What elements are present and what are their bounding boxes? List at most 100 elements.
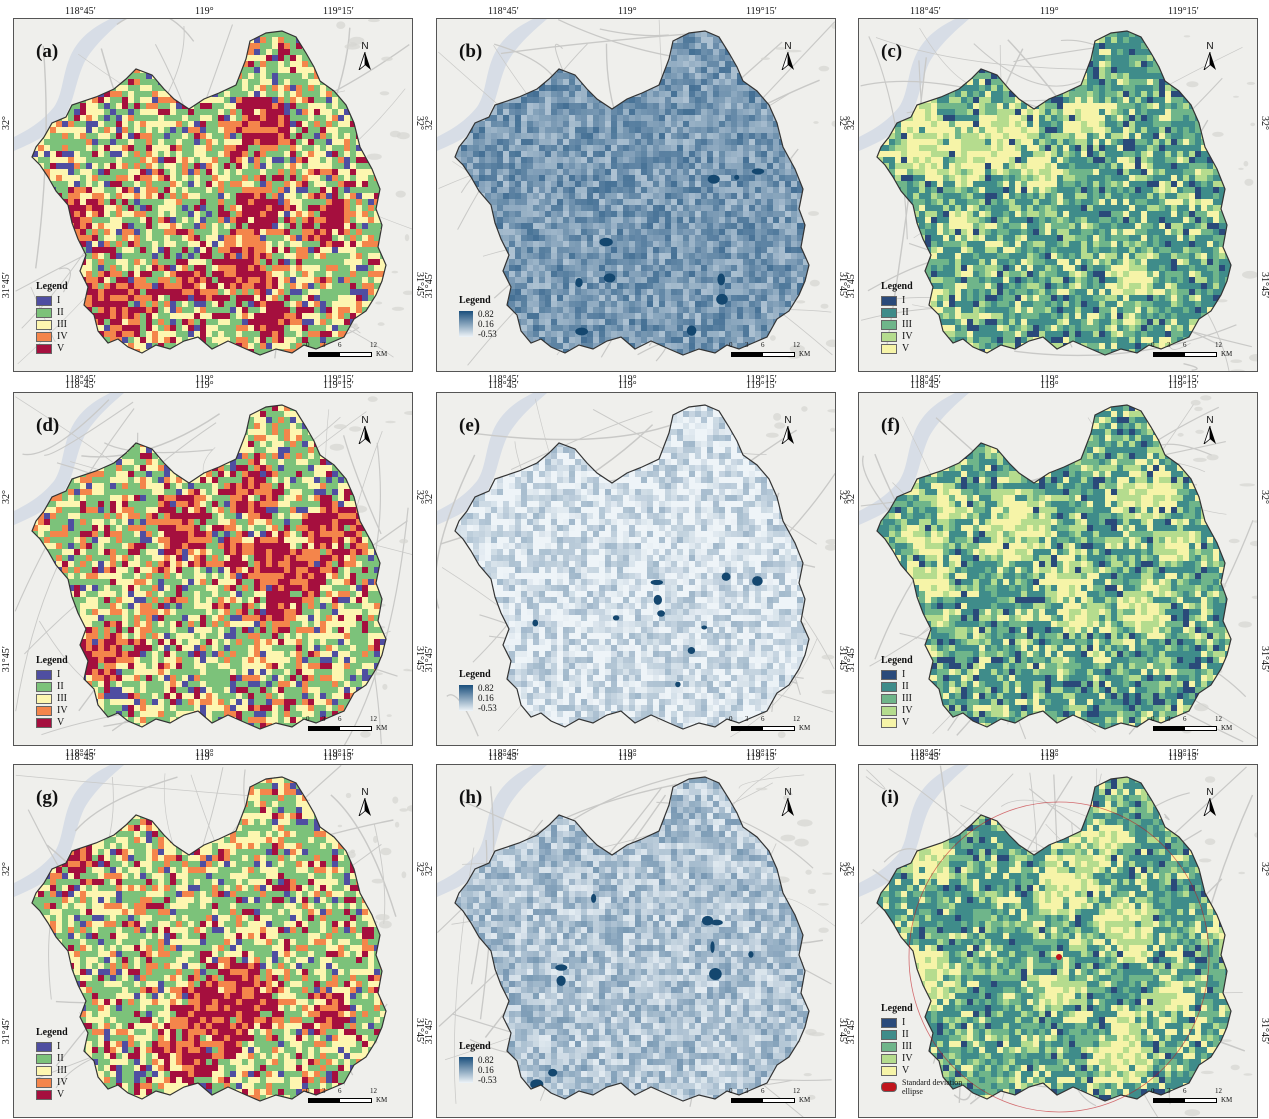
map-panel-g: (g) N Legend I II III IV V 0 3 6 12 KM bbox=[13, 764, 413, 1118]
legend-swatch bbox=[36, 331, 52, 342]
legend-item: II bbox=[881, 1029, 966, 1040]
legend-item: V bbox=[36, 1089, 68, 1100]
longitude-label: 119°15′ bbox=[323, 374, 354, 385]
longitude-label: 119°15′ bbox=[746, 374, 777, 385]
legend-label: III bbox=[902, 319, 912, 330]
north-arrow-icon: N bbox=[354, 415, 376, 449]
latitude-label: 31°45′ bbox=[424, 272, 435, 298]
scale-tick: 0 bbox=[1151, 1087, 1155, 1095]
legend-item: I bbox=[36, 669, 68, 680]
scale-tick: 12 bbox=[1215, 1087, 1222, 1095]
longitude-label: 119°15′ bbox=[746, 6, 777, 17]
legend-swatch bbox=[36, 669, 52, 680]
north-arrow-icon: N bbox=[354, 41, 376, 75]
legend-item-ellipse: Standard deviation ellipse bbox=[881, 1077, 966, 1097]
latitude-label: 31°45′ bbox=[837, 1018, 848, 1044]
scale-tick: 3 bbox=[745, 341, 749, 349]
scale-tick: 0 bbox=[306, 715, 310, 723]
scale-tick: 12 bbox=[1215, 341, 1222, 349]
legend-title: Legend bbox=[881, 655, 913, 666]
scale-bar: 0 3 6 12 KM bbox=[729, 341, 821, 361]
legend-label: I bbox=[902, 669, 905, 680]
legend-item: V bbox=[36, 343, 68, 354]
legend-title: Legend bbox=[36, 1027, 68, 1038]
map-legend: Legend 0.82 0.16 -0.53 bbox=[459, 295, 497, 339]
legend-label: V bbox=[902, 717, 909, 728]
legend-label: I bbox=[57, 1041, 60, 1052]
legend-label: IV bbox=[57, 705, 68, 716]
legend-swatch bbox=[881, 343, 897, 354]
scale-tick: 6 bbox=[761, 715, 765, 723]
map-legend: Legend 0.82 0.16 -0.53 bbox=[459, 1041, 497, 1085]
panel-label: (a) bbox=[36, 41, 58, 63]
legend-item: IV bbox=[36, 705, 68, 716]
legend-label: IV bbox=[902, 331, 913, 342]
latitude-label: 31°45′ bbox=[846, 272, 857, 298]
latitude-label: 32° bbox=[424, 116, 435, 130]
legend-value: 0.16 bbox=[478, 319, 497, 329]
north-arrow-icon: N bbox=[1199, 787, 1221, 821]
scale-bar: 0 3 6 12 KM bbox=[306, 341, 398, 361]
latitude-label: 32° bbox=[414, 490, 425, 504]
map-legend: Legend I II III IV V bbox=[36, 655, 68, 729]
scale-unit: KM bbox=[1221, 350, 1232, 358]
scale-unit: KM bbox=[799, 350, 810, 358]
legend-label: Standard deviation ellipse bbox=[902, 1078, 966, 1096]
map-legend: Legend I II III IV V bbox=[36, 281, 68, 355]
legend-item: III bbox=[36, 1065, 68, 1076]
legend-swatch bbox=[36, 705, 52, 716]
longitude-label: 119°15′ bbox=[1168, 6, 1199, 17]
map-canvas bbox=[859, 393, 1257, 745]
legend-swatch bbox=[36, 1065, 52, 1076]
scale-tick: 0 bbox=[729, 715, 733, 723]
scale-tick: 12 bbox=[793, 341, 800, 349]
scale-tick: 6 bbox=[761, 1087, 765, 1095]
legend-label: IV bbox=[902, 1053, 913, 1064]
legend-value: 0.82 bbox=[478, 683, 497, 693]
scale-tick: 6 bbox=[338, 1087, 342, 1095]
legend-title: Legend bbox=[36, 281, 68, 292]
longitude-label: 119°15′ bbox=[1168, 752, 1199, 763]
latitude-label: 32° bbox=[1259, 862, 1269, 876]
legend-item: IV bbox=[881, 331, 913, 342]
latitude-label: 32° bbox=[424, 862, 435, 876]
legend-swatch bbox=[36, 1053, 52, 1064]
scale-tick: 6 bbox=[338, 341, 342, 349]
scale-tick: 0 bbox=[306, 341, 310, 349]
scale-unit: KM bbox=[1221, 724, 1232, 732]
latitude-label: 32° bbox=[837, 862, 848, 876]
legend-item: IV bbox=[36, 331, 68, 342]
legend-item: I bbox=[881, 1017, 966, 1028]
longitude-label: 118°45′ bbox=[65, 752, 96, 763]
latitude-label: 31°45′ bbox=[1259, 272, 1269, 298]
panel-label: (f) bbox=[881, 415, 900, 437]
longitude-label: 118°45′ bbox=[910, 380, 941, 391]
legend-item: II bbox=[36, 1053, 68, 1064]
legend-value: 0.82 bbox=[478, 309, 497, 319]
map-panel-d: (d) N Legend I II III IV V 0 3 6 12 KM bbox=[13, 392, 413, 746]
scale-tick: 6 bbox=[1183, 341, 1187, 349]
legend-item: V bbox=[881, 717, 913, 728]
latitude-label: 32° bbox=[1259, 116, 1269, 130]
panel-label: (e) bbox=[459, 415, 480, 437]
legend-item: I bbox=[881, 295, 913, 306]
map-panel-e: (e) N Legend 0.82 0.16 -0.53 0 3 6 12 KM bbox=[436, 392, 836, 746]
scale-tick: 3 bbox=[322, 715, 326, 723]
scale-tick: 6 bbox=[1183, 715, 1187, 723]
scale-tick: 12 bbox=[1215, 715, 1222, 723]
legend-item: II bbox=[36, 681, 68, 692]
latitude-label: 31°45′ bbox=[1, 1018, 12, 1044]
legend-item: V bbox=[36, 717, 68, 728]
legend-swatch bbox=[881, 681, 897, 692]
legend-swatch bbox=[881, 1053, 897, 1064]
scale-tick: 3 bbox=[745, 1087, 749, 1095]
legend-item: III bbox=[881, 1041, 966, 1052]
legend-label: II bbox=[57, 681, 64, 692]
scale-tick: 0 bbox=[729, 1087, 733, 1095]
legend-label: II bbox=[57, 307, 64, 318]
latitude-label: 32° bbox=[1259, 490, 1269, 504]
legend-label: V bbox=[902, 1065, 909, 1076]
latitude-label: 31°45′ bbox=[424, 1018, 435, 1044]
scale-bar: 0 3 6 12 KM bbox=[1151, 341, 1243, 361]
longitude-label: 119° bbox=[618, 752, 637, 763]
